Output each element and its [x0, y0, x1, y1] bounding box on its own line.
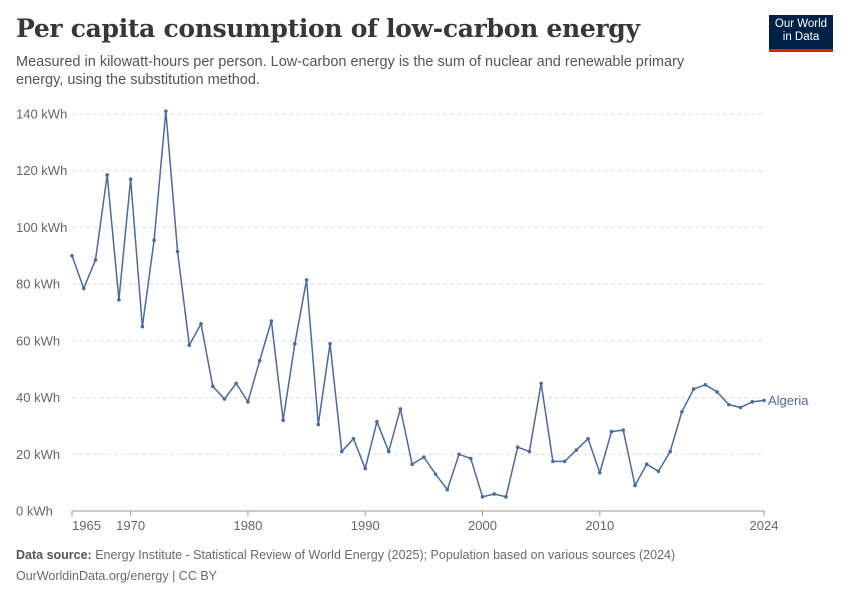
data-point [668, 449, 672, 454]
data-point [70, 253, 74, 258]
data-point [304, 278, 309, 282]
data-point [738, 405, 743, 410]
y-tick-label: 40 kWh [16, 390, 60, 405]
y-tick-label: 80 kWh [16, 277, 60, 292]
series-label: Algeria [768, 393, 809, 408]
data-point [187, 343, 192, 347]
source-text: Energy Institute - Statistical Review of… [95, 548, 676, 562]
x-tick-label: 2010 [585, 518, 614, 533]
source-label: Data source: [16, 548, 92, 562]
data-point [468, 456, 473, 461]
data-point [269, 319, 274, 323]
y-tick-label: 140 kWh [16, 107, 67, 122]
data-point [398, 407, 403, 411]
data-point [656, 469, 661, 474]
data-point [609, 429, 614, 434]
data-point [293, 341, 297, 346]
data-point [562, 459, 567, 464]
data-point [257, 358, 262, 363]
data-point [316, 422, 321, 427]
data-point [597, 470, 602, 475]
y-tick-label: 0 kWh [16, 504, 53, 519]
data-point [527, 449, 532, 454]
data-point [105, 173, 109, 177]
data-point [234, 381, 239, 386]
data-point [128, 177, 133, 182]
owid-logo[interactable]: Our World in Data [769, 15, 833, 52]
data-point [351, 436, 356, 441]
data-point [339, 449, 344, 454]
data-point [703, 383, 708, 387]
data-point [175, 249, 180, 254]
data-point [750, 400, 755, 404]
data-point [210, 384, 215, 389]
data-point [164, 109, 168, 113]
data-point [375, 419, 379, 424]
y-tick-label: 20 kWh [16, 447, 60, 462]
x-tick-label: 1970 [116, 518, 145, 533]
data-point [433, 472, 438, 476]
y-tick-label: 60 kWh [16, 333, 60, 348]
data-point [386, 449, 391, 454]
x-tick-label: 2000 [468, 518, 497, 533]
data-point [515, 445, 520, 449]
data-point [281, 418, 285, 423]
data-point [246, 400, 250, 404]
data-point [328, 341, 332, 346]
data-point [551, 459, 555, 464]
data-point [222, 397, 227, 401]
chart-title: Per capita consumption of low-carbon ene… [16, 14, 640, 43]
x-tick-label: 1965 [72, 518, 101, 533]
data-point [445, 487, 450, 492]
x-tick-label: 2024 [750, 518, 779, 533]
series-line [71, 110, 765, 498]
data-point [410, 462, 414, 467]
data-point [680, 409, 684, 414]
y-tick-label: 100 kWh [16, 220, 67, 235]
data-point [574, 448, 579, 452]
data-point [422, 455, 426, 459]
data-point [457, 452, 461, 457]
x-tick-label: 1980 [233, 518, 262, 533]
data-point [586, 436, 590, 441]
footer-url-license[interactable]: OurWorldinData.org/energy | CC BY [16, 569, 218, 583]
data-point [762, 398, 766, 403]
data-point [93, 258, 98, 262]
footer-source: Data source: Energy Institute - Statisti… [16, 548, 675, 562]
data-point [621, 428, 626, 432]
chart-subtitle: Measured in kilowatt-hours per person. L… [16, 54, 685, 88]
data-point [81, 286, 86, 291]
data-point [492, 492, 497, 496]
data-point [727, 402, 731, 407]
data-point [633, 483, 637, 488]
data-point [199, 322, 203, 326]
data-point [504, 495, 508, 499]
x-tick-label: 1990 [351, 518, 380, 533]
data-point [691, 387, 696, 391]
data-point [152, 238, 156, 242]
line-chart: 0 kWh 20 kWh 40 kWh 60 kWh 80 kWh 100 kWh 120 … [16, 107, 809, 534]
data-point [140, 324, 145, 329]
data-point [480, 495, 485, 499]
y-tick-label: 120 kWh [16, 163, 67, 178]
data-point [539, 381, 543, 386]
data-point [715, 390, 719, 394]
logo-line-1: Our World [774, 18, 828, 30]
data-point [363, 466, 368, 471]
data-point [644, 462, 649, 467]
logo-line-2: in Data [782, 31, 820, 43]
data-point [117, 297, 121, 302]
